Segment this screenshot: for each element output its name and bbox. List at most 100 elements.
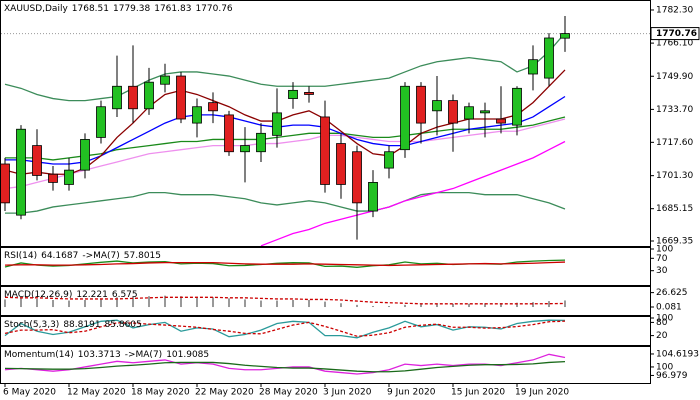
indicator-line xyxy=(260,140,566,246)
header-series-value: 6.575 xyxy=(112,290,138,300)
panel-header: XAUUSD,Daily 1768.51 1779.38 1761.83 1770.76 xyxy=(4,4,233,14)
candle-body xyxy=(192,106,202,124)
indicator-line xyxy=(5,95,566,165)
candle-body xyxy=(240,145,250,153)
panel-frame xyxy=(0,346,651,384)
header-low: 1761.83 xyxy=(154,4,191,14)
candle-body xyxy=(416,85,426,124)
header-series-name: RSI(14) xyxy=(4,251,37,261)
header-series-value: 85.8605 xyxy=(105,320,142,330)
candle-body xyxy=(176,75,186,120)
header-title: XAUUSD,Daily xyxy=(4,4,68,14)
price-box xyxy=(650,27,700,41)
candle-body xyxy=(304,92,314,95)
candle-body xyxy=(112,85,122,110)
header-open: 1768.51 xyxy=(72,4,109,14)
header-title: MACD(12,26,9) xyxy=(4,290,72,300)
plot-area xyxy=(4,319,566,339)
panel-header: MACD(12,26,9) 12.221 6.575 xyxy=(4,290,138,300)
candle-body xyxy=(496,118,506,124)
candle-body xyxy=(368,182,378,212)
header-high: 1779.38 xyxy=(113,4,150,14)
candle-body xyxy=(272,112,282,136)
header-series-value: 103.3713 xyxy=(78,350,121,360)
header-series-value: 88.8191 xyxy=(63,320,100,330)
panel-frame xyxy=(0,247,651,286)
header-close: 1770.76 xyxy=(195,4,232,14)
y-tick-label: 1669.35 xyxy=(656,237,693,247)
candle-body xyxy=(80,139,90,171)
candle-body xyxy=(208,102,218,112)
candle-body xyxy=(352,151,362,204)
y-tick-label: 1749.90 xyxy=(656,72,693,82)
candle-body xyxy=(464,106,474,120)
indicator-line xyxy=(4,118,566,190)
candle-body xyxy=(32,145,42,176)
x-tick-label: 18 May 2020 xyxy=(131,388,190,398)
y-tick-label: 1685.15 xyxy=(656,204,693,214)
candle-body xyxy=(96,106,106,138)
candle-body xyxy=(544,37,554,79)
header-series-value: 57.8015 xyxy=(124,251,161,261)
candle-body xyxy=(432,100,442,112)
candle-body xyxy=(1,163,10,204)
y-tick-label: 70 xyxy=(656,254,668,264)
y-tick-label: 96.979 xyxy=(656,371,688,381)
candle-body xyxy=(144,81,154,110)
candle-body xyxy=(288,89,298,99)
y-tick-label: 104.6193 xyxy=(656,349,699,359)
candle-body xyxy=(160,75,170,85)
x-tick-label: 15 Jun 2020 xyxy=(451,388,505,398)
header-title: Stoch(5,3,3) xyxy=(4,320,59,330)
candle-body xyxy=(128,85,138,110)
panel-frame xyxy=(0,0,651,247)
candle-body xyxy=(320,116,330,185)
price-label: 1770.76 xyxy=(656,29,697,39)
y-tick-label: 80 xyxy=(656,318,668,328)
x-tick-label: 19 Jun 2020 xyxy=(515,388,569,398)
candle-body xyxy=(512,87,522,126)
plot-area xyxy=(4,259,566,268)
y-tick-label: 1766.10 xyxy=(656,39,693,49)
candle-body xyxy=(480,110,490,114)
y-tick-label: 1733.70 xyxy=(656,105,693,115)
panel-header: RSI(14) 64.1687 ->MA(7) 57.8015 xyxy=(4,251,161,261)
panel-header: Stoch(5,3,3) 88.8191 85.8605 xyxy=(4,320,142,330)
panel-header: Momentum(14) 103.3713 ->MA(7) 101.9085 xyxy=(4,350,209,360)
plot-area xyxy=(1,15,650,246)
x-tick-label: 3 Jun 2020 xyxy=(323,388,372,398)
indicator-line xyxy=(4,261,566,267)
indicator-line xyxy=(4,32,566,102)
y-tick-label: 20 xyxy=(656,331,668,341)
header-series-name: ->MA(7) xyxy=(125,350,162,360)
y-tick-label: 1782.30 xyxy=(656,5,693,15)
header-series-value: 12.221 xyxy=(76,290,108,300)
header-series-name: Momentum(14) xyxy=(4,350,74,360)
candle-body xyxy=(224,114,234,153)
candle-body xyxy=(48,173,58,183)
x-tick-label: 9 Jun 2020 xyxy=(387,388,436,398)
panel-frame xyxy=(0,286,651,316)
candle-body xyxy=(64,169,74,185)
y-tick-label: 100 xyxy=(656,245,673,255)
x-tick-label: 28 May 2020 xyxy=(259,388,318,398)
header-series-name: ->MA(7) xyxy=(82,251,119,261)
candle-body xyxy=(448,100,458,124)
x-tick-label: 6 May 2020 xyxy=(3,388,56,398)
y-tick-label: 26.625 xyxy=(656,288,688,298)
y-tick-label: 100 xyxy=(656,362,673,372)
y-tick-label: 0.081 xyxy=(656,302,682,312)
x-tick-label: 12 May 2020 xyxy=(67,388,126,398)
y-tick-label: 30 xyxy=(656,266,668,276)
candle-body xyxy=(256,132,266,153)
candle-body xyxy=(384,151,394,169)
y-tick-label: 1701.30 xyxy=(656,171,693,181)
x-tick-label: 22 May 2020 xyxy=(195,388,254,398)
indicator-line xyxy=(4,296,566,305)
candle-body xyxy=(336,143,346,185)
indicator-line xyxy=(4,319,566,339)
plot-area xyxy=(4,353,566,375)
indicator-line xyxy=(4,360,566,373)
y-tick-label: 1717.60 xyxy=(656,138,693,148)
